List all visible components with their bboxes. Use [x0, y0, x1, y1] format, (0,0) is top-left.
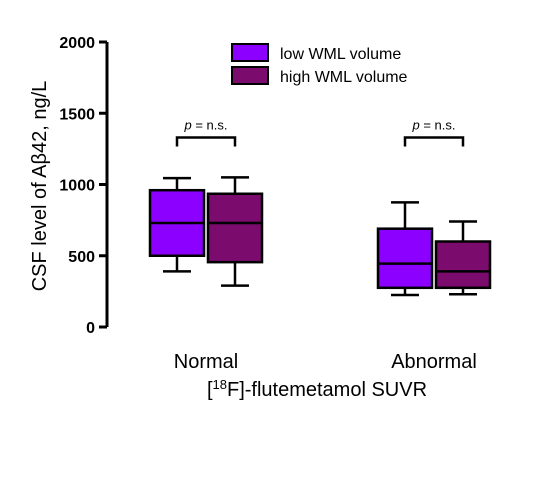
- significance-label: p = n.s.: [411, 117, 455, 132]
- y-axis-title-suffix: 42, ng/L: [29, 81, 51, 153]
- legend-swatch-high-wml: [231, 66, 269, 85]
- p-value-text: = n.s.: [420, 117, 456, 132]
- box-high-wml-abnormal: [434, 220, 492, 296]
- significance-annotations: p = n.s. p = n.s.: [175, 117, 465, 147]
- boxes: [148, 176, 492, 297]
- significance-label: p = n.s.: [183, 117, 227, 132]
- box-iqr: [434, 240, 492, 290]
- p-symbol: p: [411, 117, 419, 132]
- y-tick-label-1000: 1000: [59, 178, 95, 195]
- y-axis-title-symbol: β: [29, 153, 51, 165]
- x-axis-title-rest: F]-flutemetamol SUVR: [227, 379, 427, 401]
- box-low-wml-abnormal: [376, 201, 434, 297]
- y-tick-label-1500: 1500: [59, 106, 95, 123]
- legend-label-high-wml: high WML volume: [280, 69, 408, 86]
- p-value-text: = n.s.: [192, 117, 228, 132]
- box-iqr: [376, 227, 434, 290]
- y-axis-title: CSF level of Aβ42, ng/L: [29, 81, 51, 292]
- y-tick-label-0: 0: [86, 320, 95, 337]
- x-axis-title-open: [: [207, 379, 213, 401]
- y-tick-label-500: 500: [68, 249, 95, 266]
- legend: low WML volume high WML volume: [231, 43, 408, 86]
- category-label-normal: Normal: [174, 351, 238, 373]
- box-iqr: [206, 192, 264, 264]
- axes: 0 500 1000 1500 2000: [59, 35, 109, 337]
- legend-label-low-wml: low WML volume: [280, 46, 401, 63]
- category-label-abnormal: Abnormal: [391, 351, 477, 373]
- bracket-line: [403, 136, 465, 147]
- box-low-wml-normal: [148, 176, 206, 273]
- legend-swatch-low-wml: [231, 43, 269, 62]
- significance-bracket-normal: p = n.s.: [175, 117, 237, 147]
- x-axis-title-sup: 18: [213, 377, 227, 392]
- significance-bracket-abnormal: p = n.s.: [403, 117, 465, 147]
- p-symbol: p: [183, 117, 191, 132]
- box-high-wml-normal: [206, 176, 264, 287]
- y-axis-title-prefix: CSF level of A: [29, 164, 51, 291]
- y-tick-label-2000: 2000: [59, 35, 95, 52]
- x-axis-title: [18F]-flutemetamol SUVR: [207, 377, 427, 401]
- bracket-line: [175, 136, 237, 147]
